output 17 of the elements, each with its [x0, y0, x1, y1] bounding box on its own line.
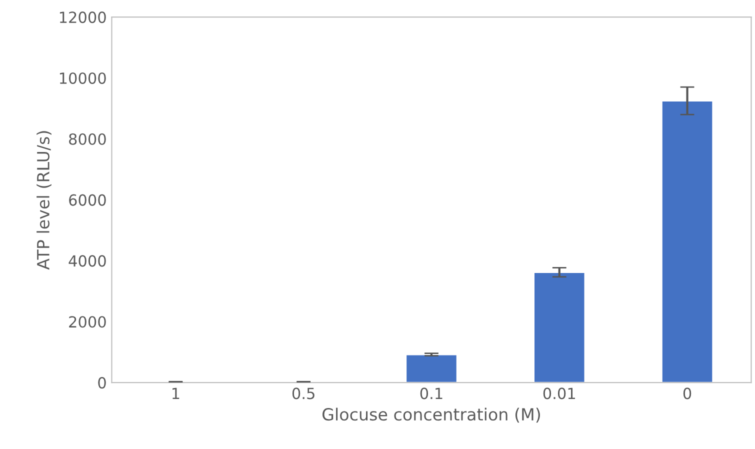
y-tick-label: 4000	[68, 255, 106, 267]
bar	[661, 100, 714, 383]
y-tick-label: 2000	[69, 316, 106, 328]
bar	[405, 354, 458, 383]
x-tick-label: 1	[172, 388, 180, 400]
x-tick-label: 0.1	[420, 388, 442, 400]
y-tick-label: 6000	[69, 194, 106, 206]
x-axis-title: Glocuse concentration (M)	[322, 408, 540, 423]
y-tick-label: 0	[98, 377, 106, 389]
x-tick-label: 0	[683, 388, 692, 400]
y-tick-label: 12000	[60, 12, 106, 24]
x-tick-label: 0.01	[543, 388, 575, 400]
bar	[533, 272, 586, 383]
y-tick-label: 10000	[60, 72, 106, 84]
y-tick-label: 8000	[69, 133, 106, 145]
x-tick-label: 0.5	[292, 388, 314, 400]
y-axis-title: ATP level (RLU/s)	[36, 131, 52, 270]
